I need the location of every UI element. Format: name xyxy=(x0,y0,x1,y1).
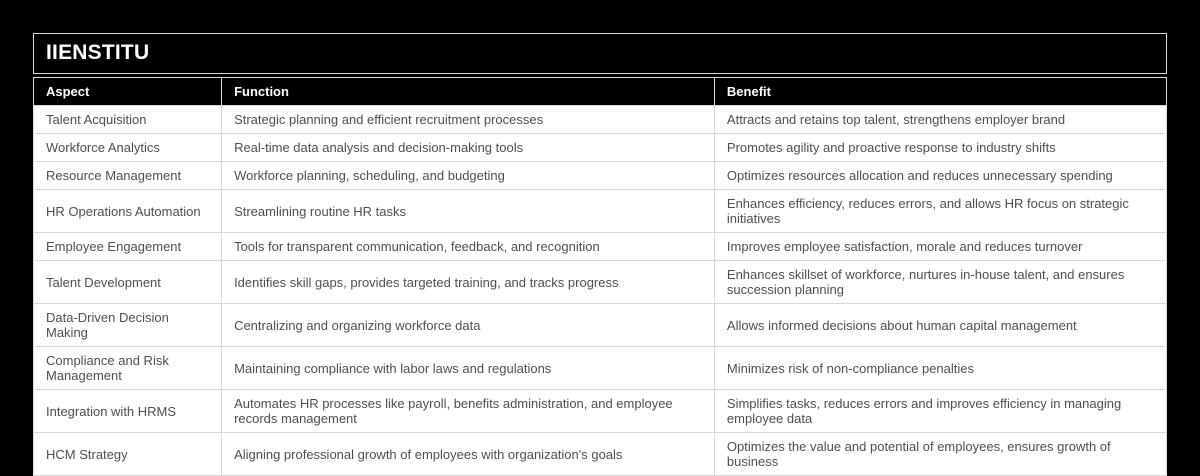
column-header-benefit: Benefit xyxy=(713,77,1168,106)
table-row: Talent Development Identifies skill gaps… xyxy=(32,260,1168,304)
cell-function: Centralizing and organizing workforce da… xyxy=(221,303,715,347)
cell-function: Automates HR processes like payroll, ben… xyxy=(221,389,715,433)
cell-benefit: Optimizes the value and potential of emp… xyxy=(713,432,1168,476)
table-row: Workforce Analytics Real-time data analy… xyxy=(32,133,1168,162)
table-row: Integration with HRMS Automates HR proce… xyxy=(32,389,1168,433)
cell-aspect: Talent Acquisition xyxy=(32,105,223,134)
cell-aspect: Integration with HRMS xyxy=(32,389,223,433)
page-title: IIENSTITU xyxy=(33,33,1167,74)
cell-aspect: HCM Strategy xyxy=(32,432,223,476)
cell-aspect: Data-Driven Decision Making xyxy=(32,303,223,347)
cell-function: Workforce planning, scheduling, and budg… xyxy=(221,161,715,190)
cell-benefit: Enhances skillset of workforce, nurtures… xyxy=(713,260,1168,304)
cell-function: Aligning professional growth of employee… xyxy=(221,432,715,476)
hcm-benefits-table: Aspect Function Benefit Talent Acquisiti… xyxy=(32,77,1168,476)
cell-function: Streamlining routine HR tasks xyxy=(221,189,715,233)
table-row: Compliance and Risk Management Maintaini… xyxy=(32,346,1168,390)
cell-aspect: Talent Development xyxy=(32,260,223,304)
cell-benefit: Minimizes risk of non-compliance penalti… xyxy=(713,346,1168,390)
content-frame: IIENSTITU Aspect Function Benefit Talent… xyxy=(32,33,1168,476)
table-row: Talent Acquisition Strategic planning an… xyxy=(32,105,1168,134)
cell-benefit: Simplifies tasks, reduces errors and imp… xyxy=(713,389,1168,433)
cell-aspect: Compliance and Risk Management xyxy=(32,346,223,390)
cell-benefit: Allows informed decisions about human ca… xyxy=(713,303,1168,347)
table-row: HR Operations Automation Streamlining ro… xyxy=(32,189,1168,233)
table-row: Employee Engagement Tools for transparen… xyxy=(32,232,1168,261)
cell-function: Tools for transparent communication, fee… xyxy=(221,232,715,261)
column-header-aspect: Aspect xyxy=(32,77,223,106)
cell-aspect: Workforce Analytics xyxy=(32,133,223,162)
cell-function: Identifies skill gaps, provides targeted… xyxy=(221,260,715,304)
cell-function: Strategic planning and efficient recruit… xyxy=(221,105,715,134)
cell-aspect: Resource Management xyxy=(32,161,223,190)
cell-function: Maintaining compliance with labor laws a… xyxy=(221,346,715,390)
table-header: Aspect Function Benefit xyxy=(32,77,1168,106)
table-row: HCM Strategy Aligning professional growt… xyxy=(32,432,1168,476)
table-row: Resource Management Workforce planning, … xyxy=(32,161,1168,190)
table-row: Data-Driven Decision Making Centralizing… xyxy=(32,303,1168,347)
column-header-function: Function xyxy=(221,77,715,106)
cell-aspect: Employee Engagement xyxy=(32,232,223,261)
cell-function: Real-time data analysis and decision-mak… xyxy=(221,133,715,162)
cell-benefit: Optimizes resources allocation and reduc… xyxy=(713,161,1168,190)
cell-benefit: Promotes agility and proactive response … xyxy=(713,133,1168,162)
table-body: Talent Acquisition Strategic planning an… xyxy=(32,105,1168,476)
cell-benefit: Enhances efficiency, reduces errors, and… xyxy=(713,189,1168,233)
cell-benefit: Attracts and retains top talent, strengt… xyxy=(713,105,1168,134)
cell-aspect: HR Operations Automation xyxy=(32,189,223,233)
table-header-row: Aspect Function Benefit xyxy=(32,77,1168,106)
cell-benefit: Improves employee satisfaction, morale a… xyxy=(713,232,1168,261)
